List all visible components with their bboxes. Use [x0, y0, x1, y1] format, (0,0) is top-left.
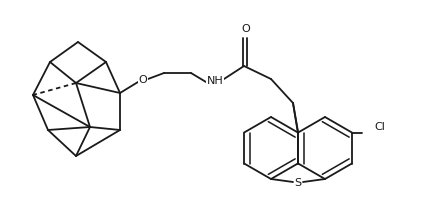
Text: O: O: [242, 24, 250, 34]
Text: Cl: Cl: [374, 123, 385, 132]
Text: S: S: [294, 178, 301, 188]
Text: NH: NH: [206, 76, 223, 86]
Text: O: O: [139, 75, 147, 85]
